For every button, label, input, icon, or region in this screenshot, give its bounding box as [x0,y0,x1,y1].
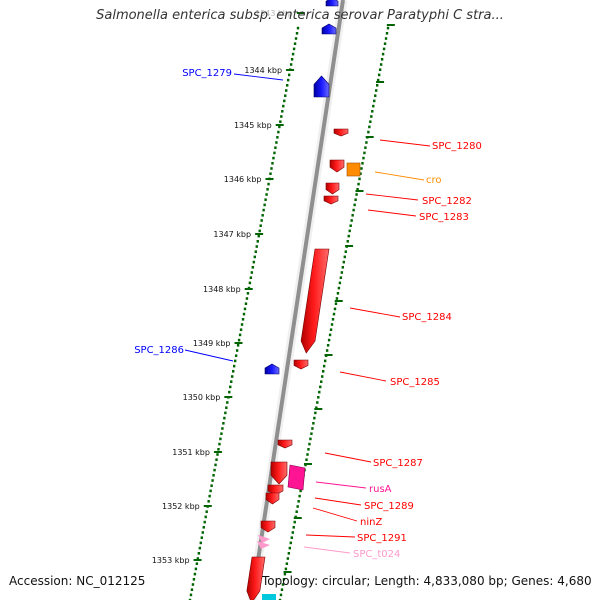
gene-callout[interactable]: SPC_1284 [349,307,452,323]
callout-line [339,371,387,382]
gene-callout[interactable]: SPC_1286 [134,345,234,362]
callout-line [374,171,425,181]
gene-glyph-edge[interactable] [246,556,266,604]
gene-glyphs [246,0,361,604]
gene-callout[interactable]: SPC_1287 [324,452,423,469]
scale-tick-label: 1349 kbp [193,339,231,348]
callout-line [303,546,351,554]
scale-tick-label: 1344 kbp [244,66,282,75]
genome-title: Salmonella enterica subsp. enterica sero… [96,8,504,23]
gene-callout[interactable]: SPC_1283 [367,209,469,223]
gene-label[interactable]: SPC_1284 [402,312,452,323]
inner-tick-rail [278,26,390,602]
scale-tick-label: 1350 kbp [183,393,221,402]
gene-glyph-edge[interactable] [262,594,276,600]
gene-label[interactable]: SPC_t024 [353,549,400,560]
gene-glyph-10[interactable] [265,492,280,505]
gene-callout[interactable]: SPC_1280 [379,139,482,152]
gene-label[interactable]: SPC_1283 [419,212,469,223]
scale-tick-label: 1343 kbp [255,9,293,18]
gene-label[interactable]: SPC_1287 [373,458,423,469]
scale-tick-label: 1347 kbp [213,230,251,239]
scale-tick-label: 1352 kbp [162,502,200,511]
gene-glyph-0[interactable] [313,75,330,98]
tick-rails [188,26,390,602]
gene-callout[interactable]: SPC_t024 [303,546,400,560]
gene-label[interactable]: SPC_1289 [364,501,414,512]
gene-glyph-1[interactable] [333,128,349,137]
scale-tick-label: 1348 kbp [203,285,241,294]
gene-label[interactable]: SPC_1279 [182,68,232,79]
gene-callout[interactable]: SPC_1285 [339,371,440,388]
callout-line [365,193,419,201]
scale-tick-label: 1346 kbp [224,175,262,184]
gene-glyph-forward[interactable] [325,0,339,7]
callout-line [367,209,417,217]
dna-backbone [247,0,348,601]
callout-line [314,497,362,506]
gene-callout[interactable]: SPC_1282 [365,193,472,207]
scale-tick-label: 1351 kbp [172,448,210,457]
topology-text: Topology: circular; Length: 4,833,080 bp… [262,574,592,588]
outer-tick-rail [188,26,300,602]
gene-glyph-8[interactable] [270,461,288,485]
gene-glyph-rusA[interactable] [287,464,306,491]
gene-label[interactable]: cro [426,175,442,186]
gene-callout[interactable]: cro [374,171,442,186]
callout-line [312,507,358,522]
gene-glyph-3[interactable] [323,195,339,205]
callout-line [324,452,372,463]
gene-glyph-trna[interactable] [257,541,270,549]
gene-glyph-1b[interactable] [329,159,345,173]
gene-glyph-7[interactable] [277,439,293,449]
callout-line [379,139,431,147]
gene-glyph-5[interactable] [264,363,280,375]
scale-ticks: 1343 kbp 1344 kbp 1345 kbp 1346 kbp 1347 kbp… [152,9,395,573]
callout-line [184,349,234,362]
gene-label[interactable]: SPC_1286 [134,345,184,356]
gene-callout[interactable]: SPC_1279 [182,68,284,81]
gene-callout[interactable]: SPC_1291 [305,533,407,544]
gene-glyph-11[interactable] [260,520,276,533]
callout-line [315,481,367,489]
gene-label[interactable]: SPC_1285 [390,377,440,388]
gene-glyph-trna[interactable] [258,535,270,543]
gene-callout[interactable]: ninZ [312,507,382,528]
gene-callout[interactable]: SPC_1289 [314,497,414,512]
gene-label[interactable]: SPC_1282 [422,196,472,207]
gene-glyph-2[interactable] [325,182,340,195]
gene-glyph-4[interactable] [300,248,330,354]
gene-glyph-cro[interactable] [346,162,361,177]
gene-label[interactable]: rusA [369,484,392,495]
gene-label[interactable]: ninZ [360,517,382,528]
callout-line [305,534,356,538]
gene-label[interactable]: SPC_1291 [357,533,407,544]
scale-tick-label: 1353 kbp [152,556,190,565]
gene-label[interactable]: SPC_1280 [432,141,482,152]
gene-callout[interactable]: rusA [315,481,392,495]
gene-glyph-forward[interactable] [321,23,337,35]
callout-line [349,307,401,318]
callout-line [233,73,284,81]
scale-tick-label: 1345 kbp [234,121,272,130]
accession-text: Accession: NC_012125 [9,574,146,588]
gene-glyph-6[interactable] [293,359,309,370]
